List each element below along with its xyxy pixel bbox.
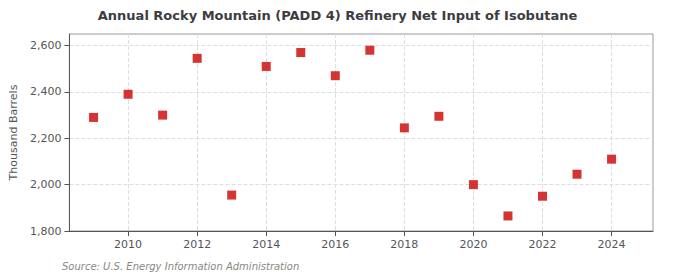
svg-text:Source: U.S. Energy Informatio: Source: U.S. Energy Information Administ… <box>62 261 299 272</box>
svg-text:1,800: 1,800 <box>30 225 62 238</box>
svg-text:2012: 2012 <box>183 238 211 251</box>
svg-text:2024: 2024 <box>598 238 626 251</box>
svg-text:2,000: 2,000 <box>30 178 62 191</box>
svg-text:Thousand Barrels: Thousand Barrels <box>7 84 20 181</box>
svg-text:2018: 2018 <box>390 238 418 251</box>
svg-text:2,400: 2,400 <box>30 85 62 98</box>
svg-text:2022: 2022 <box>528 238 556 251</box>
svg-text:Annual Rocky Mountain (PADD 4): Annual Rocky Mountain (PADD 4) Refinery … <box>98 8 578 23</box>
svg-text:2,600: 2,600 <box>30 39 62 52</box>
svg-text:2,200: 2,200 <box>30 132 62 145</box>
svg-text:2016: 2016 <box>321 238 349 251</box>
svg-text:2020: 2020 <box>459 238 487 251</box>
svg-text:2014: 2014 <box>252 238 280 251</box>
svg-text:2010: 2010 <box>114 238 142 251</box>
